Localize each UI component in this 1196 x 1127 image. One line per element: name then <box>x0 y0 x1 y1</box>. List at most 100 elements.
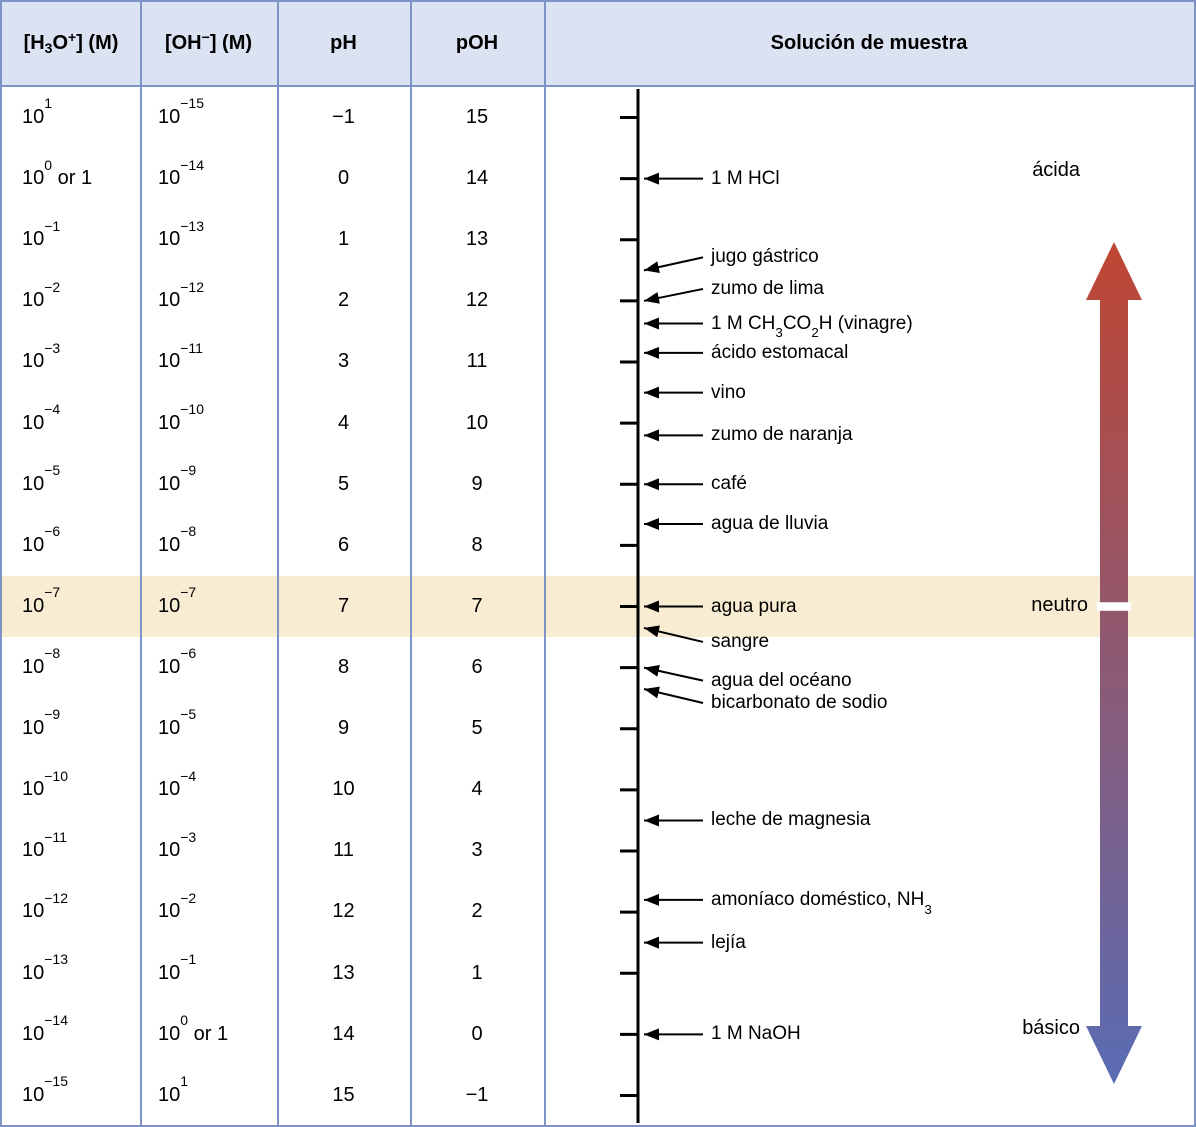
annotation-label: agua del océano <box>711 669 852 691</box>
ph-cell: 15 <box>332 1083 355 1106</box>
h3o-cell: 10−6 <box>22 523 61 556</box>
ph-cell: 3 <box>337 350 350 373</box>
annotation-arrow <box>643 287 704 304</box>
oh-cell: 10−11 <box>158 339 203 373</box>
poh-cell: 7 <box>471 594 483 617</box>
table-row: 10−10 10−4 10 4 <box>2 759 544 820</box>
poh-cell: −1 <box>465 1083 489 1106</box>
h3o-cell: 100 or 1 <box>22 156 93 190</box>
annotation-label: zumo de lima <box>711 277 824 299</box>
annotation-arrow <box>643 686 704 705</box>
oh-cell: 101 <box>158 1073 189 1106</box>
ph-cell: 8 <box>337 656 350 679</box>
oh-cell: 10−1 <box>158 950 197 984</box>
annotation-label: 1 M CH3CO2H (vinagre) <box>711 312 913 341</box>
poh-cell: 2 <box>471 900 483 923</box>
ph-cell: −1 <box>332 106 355 129</box>
h3o-cell: 10−13 <box>22 950 68 984</box>
zone-label-basic: básico <box>1022 1017 1080 1039</box>
h3o-cell: 10−2 <box>22 278 61 312</box>
poh-cell: 3 <box>471 839 483 862</box>
oh-cell: 10−12 <box>158 278 204 312</box>
column-header-h3o: [H 3 O +] (M) <box>23 28 119 56</box>
ph-cell: 2 <box>337 289 350 312</box>
annotation-label: 1 M NaOH <box>711 1023 801 1045</box>
ph-cell: 10 <box>332 778 355 801</box>
table-row: 10−12 10−2 12 2 <box>2 881 544 942</box>
table-row: 10−8 10−6 8 6 <box>2 637 544 698</box>
ph-cell: 7 <box>337 594 350 617</box>
annotation-label: 1 M HCl <box>711 167 780 189</box>
poh-cell: 11 <box>466 350 488 373</box>
acid-base-gradient-arrow <box>1086 242 1142 1084</box>
table-row: 10−6 10−8 6 8 <box>2 515 544 576</box>
poh-cell: 13 <box>465 228 489 251</box>
table-row: 10−14 100 or 1 14 0 <box>2 1004 544 1065</box>
h3o-cell: 10−3 <box>22 339 61 373</box>
poh-cell: 12 <box>465 289 489 312</box>
poh-cell: 8 <box>471 533 483 556</box>
oh-cell: 10−15 <box>158 95 204 129</box>
h3o-cell: 10−14 <box>22 1012 68 1045</box>
h3o-cell: 10−5 <box>22 462 61 495</box>
table-row: 10−7 10−7 7 7 <box>2 576 544 637</box>
annotation-label: zumo de naranja <box>711 424 853 446</box>
ph-cell: 1 <box>337 228 350 251</box>
poh-cell: 14 <box>465 167 489 190</box>
column-header-sample: Solución de muestra <box>770 32 968 54</box>
table-row: 10−15 101 15 −1 <box>2 1065 544 1125</box>
h3o-cell: 101 <box>22 95 53 129</box>
table-row: 10−11 10−3 11 3 <box>2 820 544 881</box>
table-row: 10−1 10−13 1 13 <box>2 209 544 270</box>
h3o-cell: 10−12 <box>22 889 68 923</box>
table-row: 10−4 10−10 4 10 <box>2 393 544 454</box>
ph-cell: 11 <box>333 839 354 862</box>
column-divider <box>140 2 142 1125</box>
h3o-cell: 10−11 <box>22 828 67 862</box>
oh-cell: 10−13 <box>158 217 204 251</box>
h3o-cell: 10−7 <box>22 584 61 617</box>
ph-cell: 5 <box>337 472 350 495</box>
column-divider <box>410 2 412 1125</box>
table-row: 10−3 10−11 3 11 <box>2 331 544 392</box>
column-header-ph: pH <box>330 32 357 54</box>
table-body: 101 10−15 −1 15 100 or 1 10−14 0 14 10−1 10−13 1 13… <box>2 87 544 1125</box>
oh-cell: 10−7 <box>158 584 197 617</box>
ph-cell: 14 <box>332 1022 355 1045</box>
poh-cell: 0 <box>471 1022 483 1045</box>
ph-cell: 6 <box>337 533 350 556</box>
annotation-label: vino <box>711 381 746 403</box>
column-header-poh: pOH <box>455 32 499 54</box>
ph-cell: 13 <box>332 961 355 984</box>
poh-cell: 1 <box>471 961 483 984</box>
oh-cell: 10−10 <box>158 400 204 434</box>
poh-cell: 5 <box>471 717 483 740</box>
ph-cell: 0 <box>337 167 350 190</box>
h3o-cell: 10−4 <box>22 400 61 434</box>
table-row: 10−5 10−9 5 9 <box>2 454 544 515</box>
oh-cell: 10−8 <box>158 523 197 556</box>
annotation-label: café <box>711 473 747 495</box>
column-divider <box>277 2 279 1125</box>
oh-cell: 10−2 <box>158 889 197 923</box>
oh-cell: 10−9 <box>158 462 197 495</box>
annotation-label: jugo gástrico <box>711 246 819 268</box>
annotation-label: ácido estomacal <box>711 341 849 363</box>
h3o-cell: 10−9 <box>22 706 61 740</box>
oh-cell: 100 or 1 <box>158 1012 229 1045</box>
h3o-cell: 10−8 <box>22 645 61 679</box>
ph-cell: 12 <box>332 900 355 923</box>
poh-cell: 15 <box>465 106 489 129</box>
annotation-label: leche de magnesia <box>711 809 871 831</box>
column-divider <box>544 2 546 1125</box>
oh-cell: 10−5 <box>158 706 197 740</box>
table-row: 10−9 10−5 9 5 <box>2 698 544 759</box>
table-row: 100 or 1 10−14 0 14 <box>2 148 544 209</box>
annotation-label: bicarbonato de sodio <box>711 692 888 714</box>
column-header-oh: [OH −] (M) <box>164 28 253 55</box>
oh-cell: 10−4 <box>158 767 197 801</box>
ph-cell: 4 <box>337 411 350 434</box>
annotation-label: amoníaco doméstico, NH3 <box>711 888 932 917</box>
h3o-cell: 10−10 <box>22 767 68 801</box>
